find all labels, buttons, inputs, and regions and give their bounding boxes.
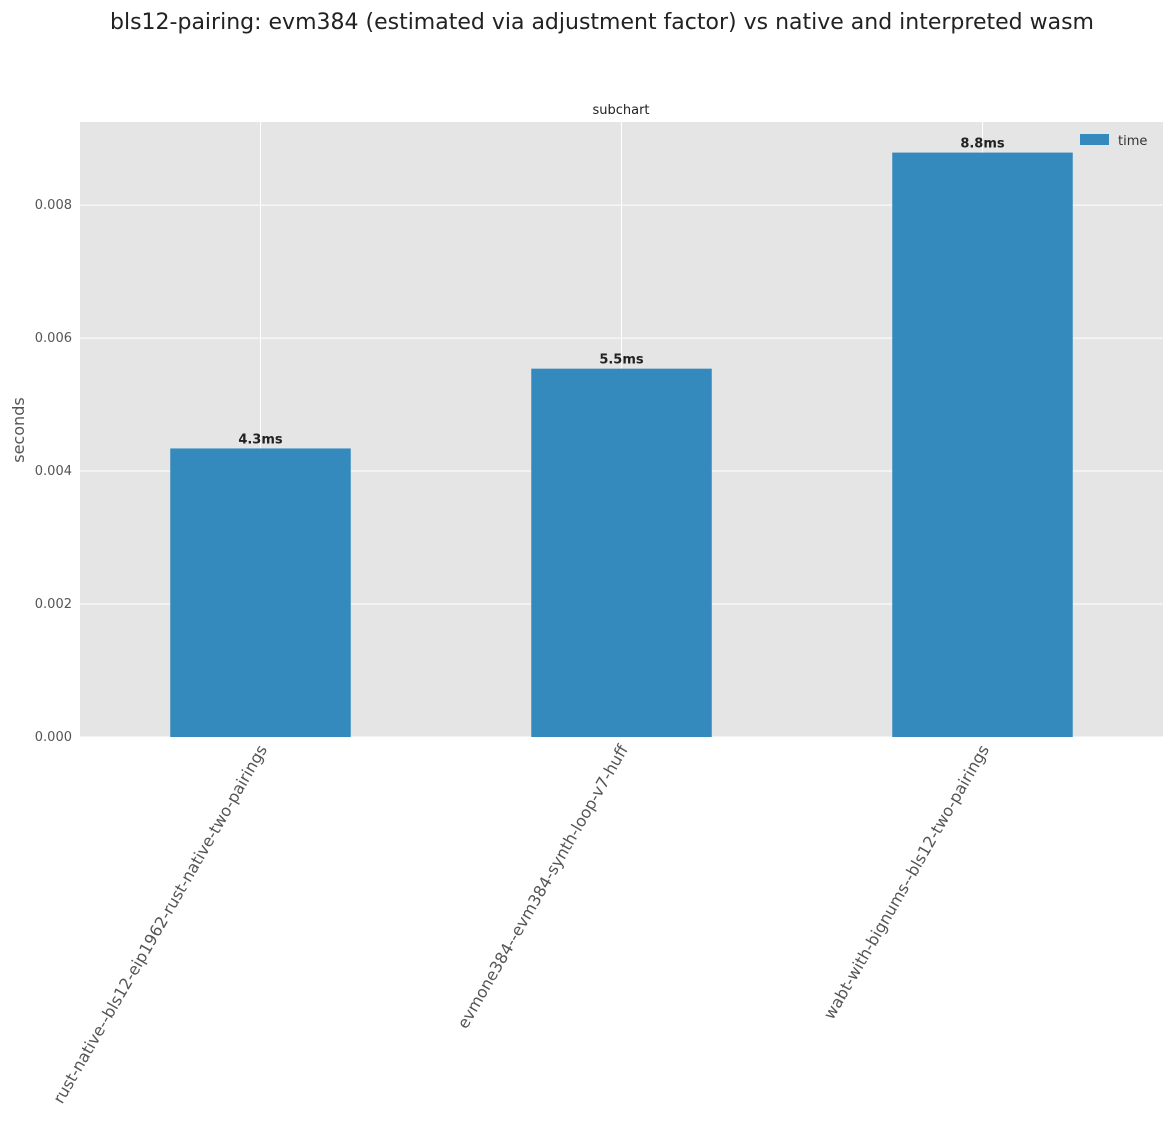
bar-data-label: 4.3ms xyxy=(238,432,283,447)
y-tick-label: 0.004 xyxy=(35,464,72,479)
bar xyxy=(170,448,351,737)
data-labels: 4.3ms 5.5ms 8.8ms xyxy=(238,137,1005,448)
chart-subtitle: subchart xyxy=(592,103,649,118)
legend: time xyxy=(1080,134,1147,149)
x-category-label: rust-native--bls12-eip1962-rust-native-t… xyxy=(49,742,271,1107)
x-category-label: wabt-with-bignums--bls12-two-pairings xyxy=(820,742,993,1023)
y-axis-label: seconds xyxy=(9,397,28,462)
bar-data-label: 8.8ms xyxy=(960,137,1005,152)
x-category-labels: rust-native--bls12-eip1962-rust-native-t… xyxy=(49,741,993,1107)
legend-label: time xyxy=(1118,134,1147,149)
y-tick-label: 0.000 xyxy=(35,730,72,745)
legend-swatch xyxy=(1080,134,1109,145)
y-ticks: 0.000 0.002 0.004 0.006 0.008 xyxy=(35,198,72,745)
bar xyxy=(531,368,712,737)
bar xyxy=(892,152,1073,737)
bar-data-label: 5.5ms xyxy=(599,353,644,368)
bars xyxy=(170,152,1073,737)
x-category-label: evmone384--evm384-synth-loop-v7-huff xyxy=(453,741,632,1032)
y-tick-label: 0.002 xyxy=(35,597,72,612)
y-tick-label: 0.006 xyxy=(35,331,72,346)
y-tick-label: 0.008 xyxy=(35,198,72,213)
chart-title: bls12-pairing: evm384 (estimated via adj… xyxy=(110,10,1094,35)
